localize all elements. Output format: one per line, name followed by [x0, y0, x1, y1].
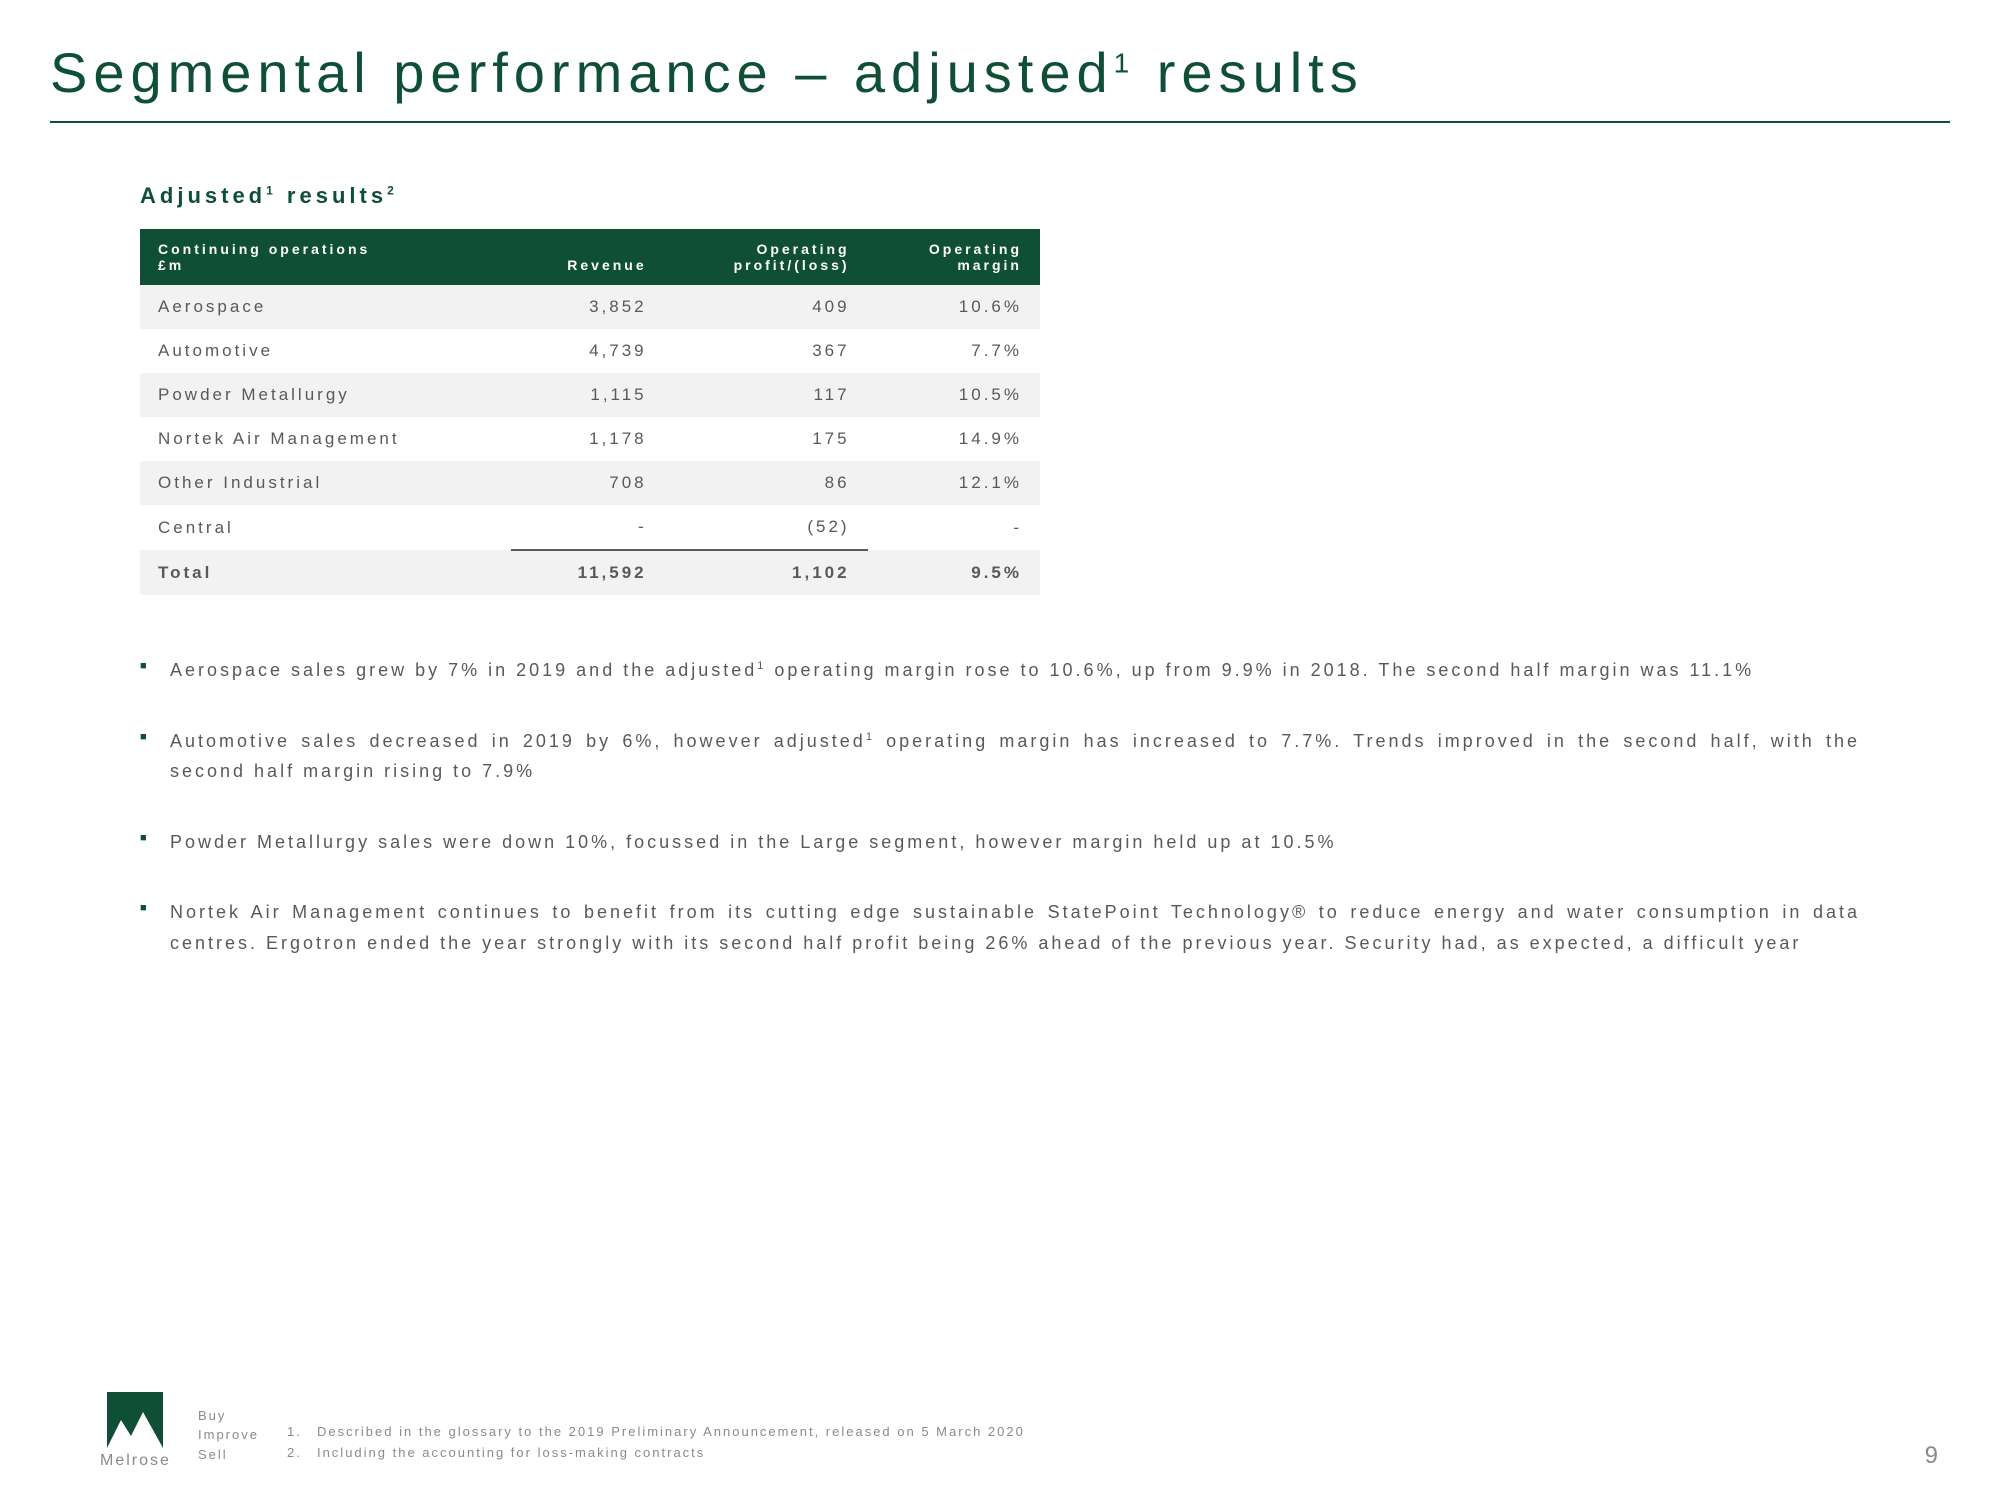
table-cell: 11,592 — [511, 550, 665, 595]
table-cell: 1,115 — [511, 373, 665, 417]
footnotes: 1.Described in the glossary to the 2019 … — [287, 1422, 1025, 1464]
table-total-row: Total11,5921,1029.5% — [140, 550, 1040, 595]
table-header: Continuing operations £m Revenue Operati… — [140, 229, 1040, 285]
table-cell: 10.6% — [868, 285, 1040, 329]
table-row: Other Industrial7088612.1% — [140, 461, 1040, 505]
table-cell: Nortek Air Management — [140, 417, 511, 461]
title-rule — [50, 121, 1950, 123]
table-cell: (52) — [665, 505, 868, 550]
table-cell: 175 — [665, 417, 868, 461]
col-margin: Operating margin — [868, 229, 1040, 285]
table-cell: - — [868, 505, 1040, 550]
table-cell: 9.5% — [868, 550, 1040, 595]
footnote-2: 2.Including the accounting for loss-maki… — [287, 1443, 1025, 1464]
table-cell: 3,852 — [511, 285, 665, 329]
logo: Melrose — [100, 1392, 170, 1470]
results-table: Continuing operations £m Revenue Operati… — [140, 229, 1040, 595]
title-post: results — [1135, 41, 1364, 104]
bullet-item: Nortek Air Management continues to benef… — [140, 897, 1860, 958]
bullet-item: Aerospace sales grew by 7% in 2019 and t… — [140, 655, 1860, 686]
title-pre: Segmental performance – adjusted — [50, 41, 1114, 104]
table-cell: Aerospace — [140, 285, 511, 329]
content: Adjusted1 results2 Continuing operations… — [0, 133, 2000, 959]
table-cell: 409 — [665, 285, 868, 329]
col-profit: Operating profit/(loss) — [665, 229, 868, 285]
table-cell: 1,178 — [511, 417, 665, 461]
table-cell: 7.7% — [868, 329, 1040, 373]
table-cell: 367 — [665, 329, 868, 373]
table-cell: Total — [140, 550, 511, 595]
col-operations: Continuing operations £m — [140, 229, 511, 285]
table-cell: 708 — [511, 461, 665, 505]
table-cell: 10.5% — [868, 373, 1040, 417]
bullet-item: Automotive sales decreased in 2019 by 6%… — [140, 726, 1860, 787]
footnote-1: 1.Described in the glossary to the 2019 … — [287, 1422, 1025, 1443]
table-cell: Automotive — [140, 329, 511, 373]
table-row: Automotive4,7393677.7% — [140, 329, 1040, 373]
table-cell: 12.1% — [868, 461, 1040, 505]
table-row: Powder Metallurgy1,11511710.5% — [140, 373, 1040, 417]
table-cell: 1,102 — [665, 550, 868, 595]
bullet-list: Aerospace sales grew by 7% in 2019 and t… — [140, 655, 1860, 959]
table-cell: Other Industrial — [140, 461, 511, 505]
table-row: Aerospace3,85240910.6% — [140, 285, 1040, 329]
footer: Melrose Buy Improve Sell 1.Described in … — [0, 1392, 2000, 1470]
col-revenue: Revenue — [511, 229, 665, 285]
title-sup: 1 — [1114, 47, 1136, 78]
page-title: Segmental performance – adjusted1 result… — [50, 40, 1950, 105]
logo-mark-icon — [107, 1392, 163, 1448]
table-cell: 86 — [665, 461, 868, 505]
table-cell: 4,739 — [511, 329, 665, 373]
table-row: Central-(52)- — [140, 505, 1040, 550]
table-row: Nortek Air Management1,17817514.9% — [140, 417, 1040, 461]
table-cell: - — [511, 505, 665, 550]
table-cell: Powder Metallurgy — [140, 373, 511, 417]
table-cell: 117 — [665, 373, 868, 417]
table-cell: Central — [140, 505, 511, 550]
tagline: Buy Improve Sell — [198, 1406, 259, 1465]
title-area: Segmental performance – adjusted1 result… — [0, 0, 2000, 133]
page-number: 9 — [1925, 1442, 1940, 1470]
subhead: Adjusted1 results2 — [140, 183, 1860, 209]
table-body: Aerospace3,85240910.6%Automotive4,739367… — [140, 285, 1040, 595]
bullet-item: Powder Metallurgy sales were down 10%, f… — [140, 827, 1860, 858]
logo-name: Melrose — [100, 1452, 170, 1470]
table-cell: 14.9% — [868, 417, 1040, 461]
footer-left: Melrose Buy Improve Sell 1.Described in … — [100, 1392, 1025, 1470]
